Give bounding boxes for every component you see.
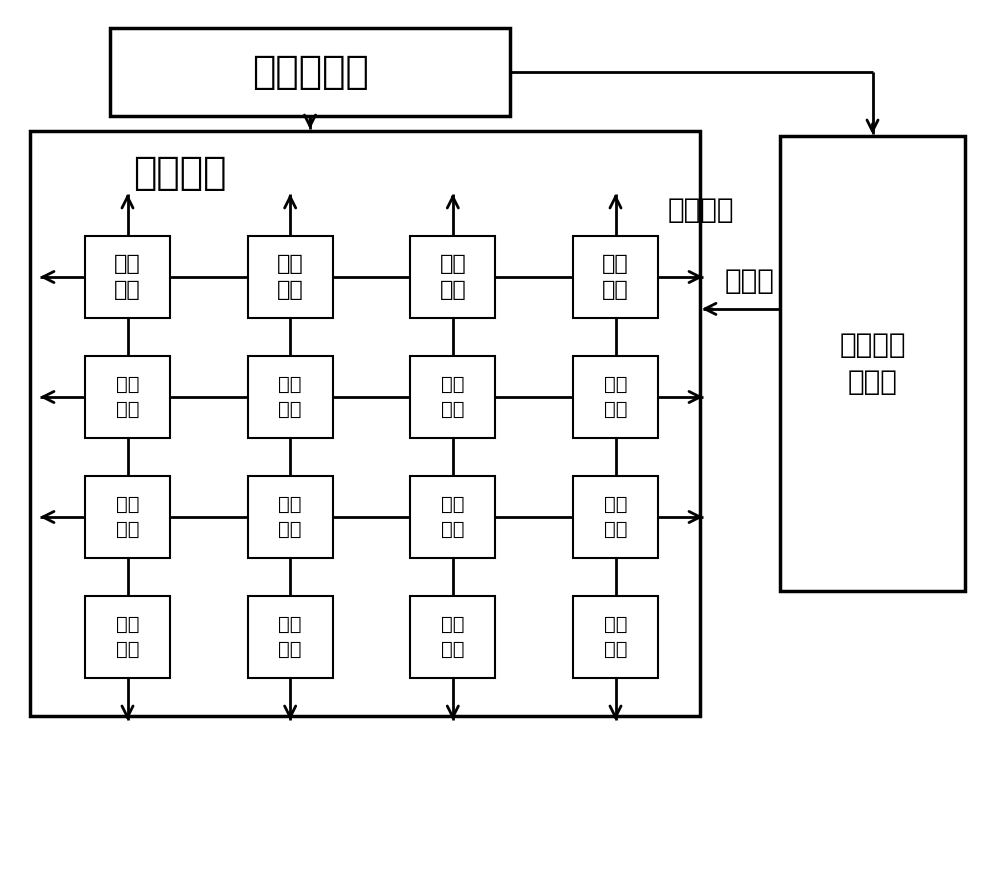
Bar: [573, 236, 658, 318]
Text: 运算
单元: 运算 单元: [278, 375, 302, 419]
Bar: [410, 596, 495, 678]
Bar: [410, 476, 495, 558]
Bar: [410, 356, 495, 438]
Text: 运算阵列: 运算阵列: [133, 154, 227, 192]
Bar: [248, 356, 333, 438]
Text: 配置信息
存储器: 配置信息 存储器: [839, 331, 906, 396]
Bar: [248, 236, 333, 318]
Text: 运算
单元: 运算 单元: [116, 375, 139, 419]
Text: 互联网络: 互联网络: [668, 196, 734, 224]
Text: 阵列控制器: 阵列控制器: [252, 53, 368, 91]
Text: 运算
单元: 运算 单元: [116, 615, 139, 659]
Bar: [30, 131, 700, 716]
Bar: [248, 596, 333, 678]
Bar: [573, 356, 658, 438]
Bar: [573, 596, 658, 678]
Text: 运算
单元: 运算 单元: [604, 375, 627, 419]
Text: 运算
单元: 运算 单元: [441, 495, 465, 539]
Bar: [110, 28, 510, 116]
Bar: [780, 136, 965, 591]
Text: 运算
单元: 运算 单元: [277, 253, 304, 300]
Bar: [573, 476, 658, 558]
Text: 运算
单元: 运算 单元: [439, 253, 466, 300]
Bar: [85, 476, 170, 558]
Text: 运算
单元: 运算 单元: [116, 495, 139, 539]
Bar: [85, 356, 170, 438]
Text: 运算
单元: 运算 单元: [602, 253, 629, 300]
Text: 配置字: 配置字: [725, 267, 775, 295]
Text: 运算
单元: 运算 单元: [278, 615, 302, 659]
Bar: [85, 236, 170, 318]
Text: 运算
单元: 运算 单元: [278, 495, 302, 539]
Text: 运算
单元: 运算 单元: [441, 615, 465, 659]
Text: 运算
单元: 运算 单元: [441, 375, 465, 419]
Text: 运算
单元: 运算 单元: [604, 495, 627, 539]
Bar: [410, 236, 495, 318]
Bar: [85, 596, 170, 678]
Text: 运算
单元: 运算 单元: [604, 615, 627, 659]
Bar: [248, 476, 333, 558]
Text: 运算
单元: 运算 单元: [114, 253, 141, 300]
